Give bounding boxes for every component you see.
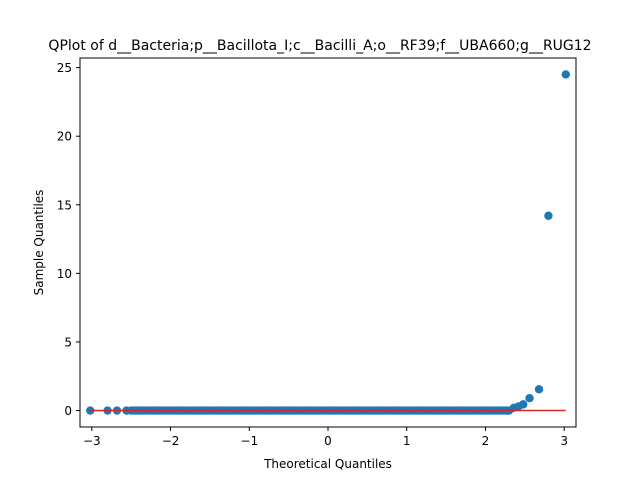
y-tick-label: 15 <box>57 198 72 212</box>
x-tick-label: −1 <box>240 434 258 448</box>
chart-title: QPlot of d__Bacteria;p__Bacillota_I;c__B… <box>48 38 591 54</box>
y-tick-label: 25 <box>57 61 72 75</box>
y-tick-label: 5 <box>64 335 72 349</box>
data-points <box>86 70 570 415</box>
y-axis-ticks: 0 5 10 15 20 25 <box>57 61 80 418</box>
data-point <box>86 406 95 415</box>
data-point <box>534 385 544 394</box>
x-tick-label: 3 <box>560 434 568 448</box>
x-tick-label: −3 <box>83 434 101 448</box>
data-point <box>544 211 553 220</box>
y-tick-label: 10 <box>57 267 72 281</box>
data-point <box>519 400 528 409</box>
x-axis-label: Theoretical Quantiles <box>263 457 392 471</box>
x-tick-label: 2 <box>482 434 490 448</box>
x-tick-label: −2 <box>162 434 180 448</box>
plot-frame <box>79 57 577 428</box>
x-axis-ticks: −3 −2 −1 0 1 2 3 <box>83 427 568 448</box>
y-axis-label: Sample Quantiles <box>32 190 46 296</box>
data-point <box>561 70 570 79</box>
data-point <box>525 393 534 403</box>
y-tick-label: 20 <box>57 130 72 144</box>
x-tick-label: 1 <box>403 434 411 448</box>
y-tick-label: 0 <box>64 404 72 418</box>
x-tick-label: 0 <box>324 434 332 448</box>
